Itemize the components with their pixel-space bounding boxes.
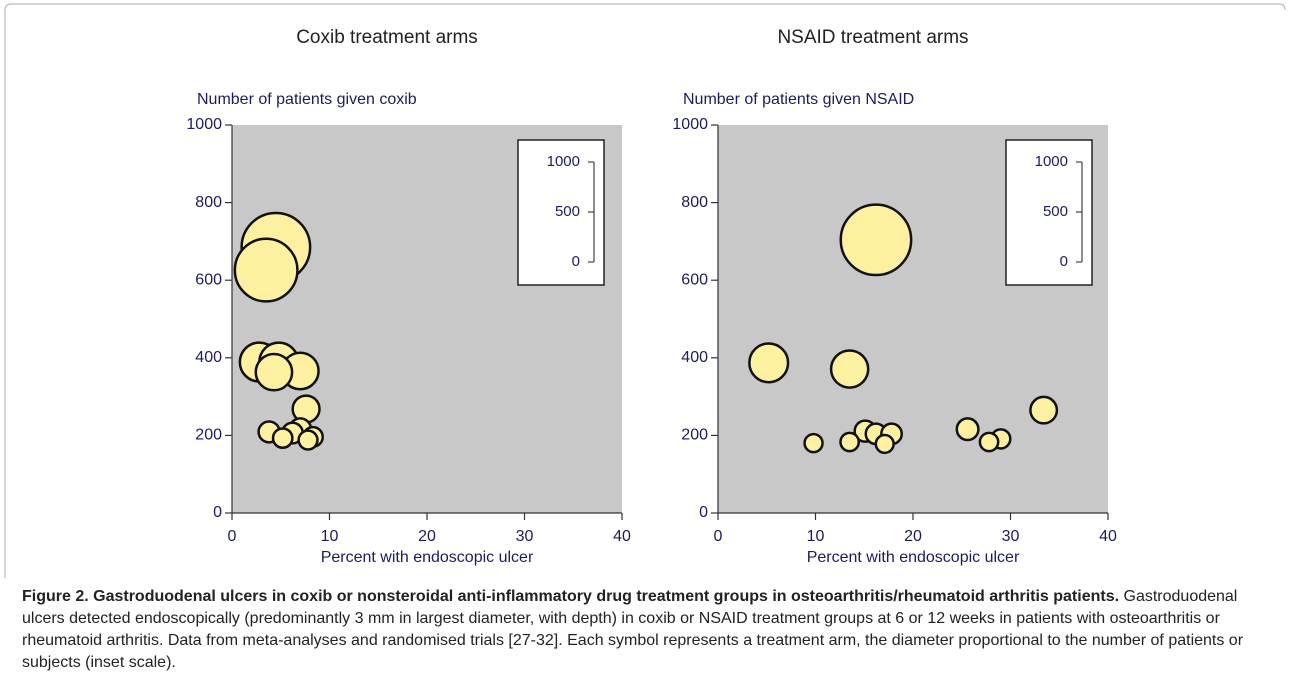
bubble [874,433,895,455]
chart-title: Coxib treatment arms [296,27,478,48]
bubble [839,431,861,453]
y-tick-label: 600 [195,271,222,288]
x-tick-label: 0 [714,528,723,545]
y-axis-label: Number of patients given coxib [197,91,417,108]
x-tick-label: 0 [228,528,237,545]
caption-text: Gastroduodenal ulcers detected endoscopi… [22,588,1244,671]
x-axis-label: Percent with endoscopic ulcer [807,549,1020,566]
bubble [271,427,294,450]
y-tick-label: 800 [681,194,708,211]
x-tick-label: 30 [1002,528,1020,545]
bubble [978,431,1000,453]
x-tick-label: 20 [418,528,436,545]
bubble [1029,395,1059,425]
x-tick-label: 40 [613,528,631,545]
figure: Coxib treatment arms Number of patients g… [4,3,1286,578]
bubble [748,342,790,384]
y-tick-label: 1000 [186,116,222,133]
inset-tick-label: 1000 [1035,153,1068,170]
figure-border [4,3,1286,578]
inset-tick-label: 500 [555,203,580,220]
bubble [233,237,299,303]
x-tick-label: 10 [321,528,339,545]
x-axis-label: Percent with endoscopic ulcer [321,549,534,566]
bubble [955,417,980,442]
inset-tick-label: 1000 [547,153,580,170]
x-tick-label: 10 [807,528,825,545]
inset-tick-label: 0 [572,253,580,270]
x-tick-label: 30 [516,528,534,545]
x-tick-label: 40 [1099,528,1117,545]
y-tick-label: 200 [195,427,222,444]
chart-title: NSAID treatment arms [777,27,968,48]
inset-tick-label: 500 [1043,203,1068,220]
bubble [803,432,824,454]
bubble [829,349,870,389]
y-tick-label: 200 [681,427,708,444]
caption-title: Figure 2. Gastroduodenal ulcers in coxib… [22,588,1120,605]
y-tick-label: 1000 [672,116,708,133]
inset-tick-label: 0 [1060,253,1068,270]
caption: Figure 2. Gastroduodenal ulcers in coxib… [22,586,1272,674]
x-tick-label: 20 [904,528,922,545]
y-tick-label: 600 [681,271,708,288]
y-tick-label: 0 [699,504,708,521]
y-tick-label: 400 [681,349,708,366]
y-axis-label: Number of patients given NSAID [683,91,914,108]
bubble [839,203,913,277]
bubble [297,429,319,451]
y-tick-label: 400 [195,349,222,366]
y-tick-label: 0 [213,504,222,521]
bubble [254,352,294,392]
y-tick-label: 800 [195,194,222,211]
